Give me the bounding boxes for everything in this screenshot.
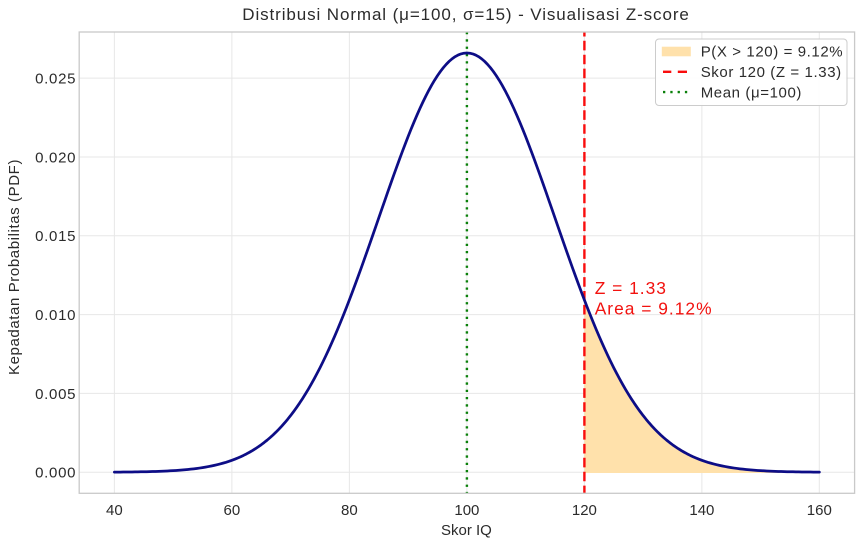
svg-text:0.025: 0.025 bbox=[35, 71, 76, 88]
svg-text:40: 40 bbox=[106, 502, 123, 519]
svg-text:Area = 9.12%: Area = 9.12% bbox=[595, 298, 713, 318]
svg-text:Mean (μ=100): Mean (μ=100) bbox=[701, 84, 802, 101]
svg-text:120: 120 bbox=[572, 502, 597, 519]
svg-text:100: 100 bbox=[454, 502, 479, 519]
svg-text:140: 140 bbox=[689, 502, 714, 519]
svg-text:P(X > 120) = 9.12%: P(X > 120) = 9.12% bbox=[701, 44, 844, 61]
svg-text:0.020: 0.020 bbox=[35, 149, 76, 166]
svg-text:160: 160 bbox=[807, 502, 832, 519]
svg-text:Kepadatan Probabilitas (PDF): Kepadatan Probabilitas (PDF) bbox=[6, 159, 23, 375]
svg-text:0.005: 0.005 bbox=[35, 386, 76, 403]
svg-text:0.015: 0.015 bbox=[35, 228, 76, 245]
svg-text:Z = 1.33: Z = 1.33 bbox=[595, 278, 667, 298]
svg-text:Distribusi Normal (μ=100, σ=15: Distribusi Normal (μ=100, σ=15) - Visual… bbox=[242, 5, 689, 24]
svg-text:60: 60 bbox=[224, 502, 241, 519]
svg-text:80: 80 bbox=[341, 502, 358, 519]
svg-text:Skor IQ: Skor IQ bbox=[441, 522, 492, 539]
svg-text:0.000: 0.000 bbox=[35, 465, 76, 482]
svg-text:0.010: 0.010 bbox=[35, 307, 76, 324]
svg-text:Skor 120 (Z = 1.33): Skor 120 (Z = 1.33) bbox=[701, 64, 842, 81]
